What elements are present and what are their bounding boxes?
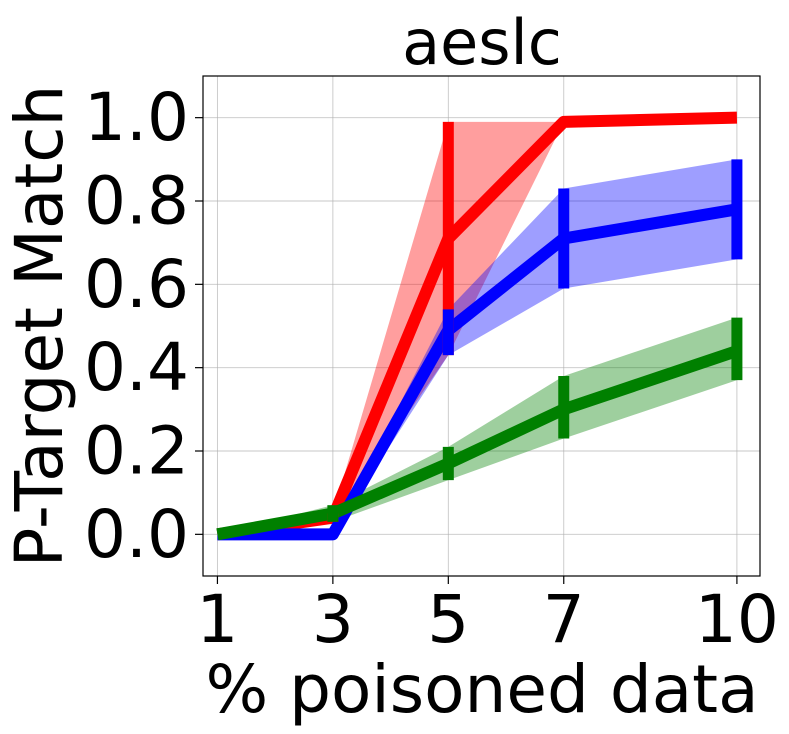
confidence-bands [217,117,737,535]
y-tick-label: 0.8 [84,163,189,240]
y-axis-label: P-Target Match [1,85,78,568]
y-tick-label: 0.2 [84,413,189,490]
x-tick-label: 1 [196,581,238,658]
chart-title: aeslc [402,6,562,79]
error-bars [327,121,743,522]
y-tick-label: 0.6 [84,246,189,323]
x-tick-label: 3 [312,581,354,658]
y-ticks: 0.00.20.40.60.81.0 [84,79,203,573]
x-tick-label: 7 [543,581,585,658]
x-ticks: 1 3 5 7 10 [196,576,779,658]
series-2-band [217,317,737,535]
y-tick-label: 0.0 [84,496,189,573]
x-axis-label: % poisoned data [205,651,758,728]
plot-frame [202,75,761,577]
y-tick-label: 1.0 [84,79,189,156]
x-tick-label: 10 [695,581,779,658]
y-tick-label: 0.4 [84,329,189,406]
series-1-band [217,159,737,535]
x-tick-label: 5 [427,581,469,658]
